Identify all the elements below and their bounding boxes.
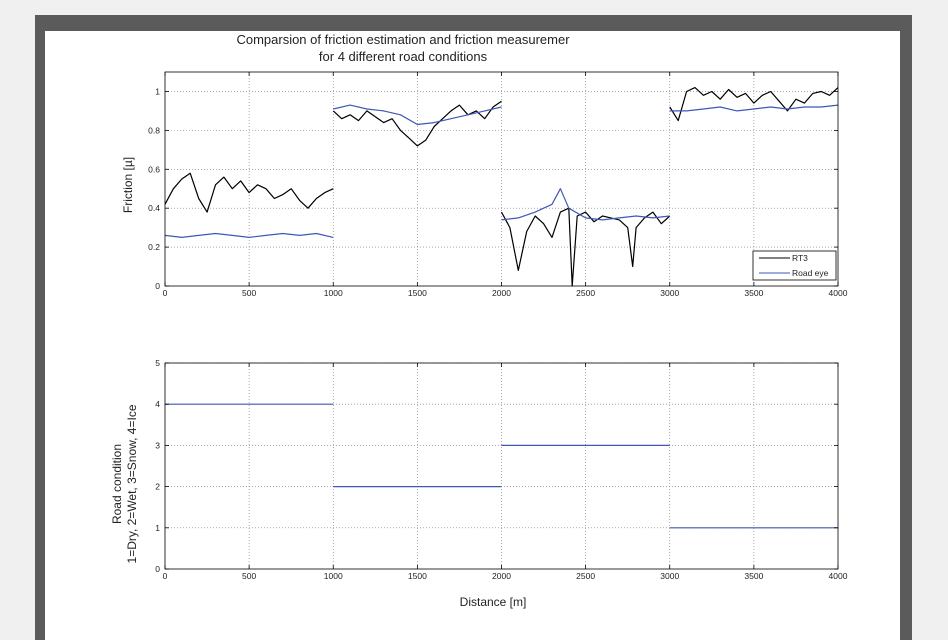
friction-y-tick-label: 0.8 xyxy=(148,125,160,135)
friction-series-road-eye-segment-1 xyxy=(164,232,334,238)
legend: RT3 Road eye xyxy=(752,250,837,281)
top-y-axis-label: Friction [µ] xyxy=(121,157,135,213)
friction-series-road-eye-segment-2 xyxy=(333,104,502,126)
condition-x-tick-label: 1500 xyxy=(408,571,427,581)
condition-y-tick-label: 4 xyxy=(155,399,160,409)
friction-y-tick-label: 1 xyxy=(155,86,160,96)
condition-x-tick-label: 3500 xyxy=(744,571,763,581)
condition-y-tick-label: 2 xyxy=(155,482,160,492)
friction-series-rt3-segment-3 xyxy=(500,207,671,287)
friction-series-road-eye-segment-3 xyxy=(501,188,670,221)
bottom-y-axis-label-line1: Road condition xyxy=(110,444,124,524)
friction-series-rt3-segment-4 xyxy=(669,86,839,122)
friction-plot-area xyxy=(165,72,838,286)
figure-window: Comparsion of friction estimation and fr… xyxy=(45,31,900,640)
condition-x-tick-label: 4000 xyxy=(829,571,848,581)
condition-y-tick-label: 1 xyxy=(155,523,160,533)
friction-x-tick-label: 0 xyxy=(163,288,168,298)
friction-series-rt3-segment-2 xyxy=(332,100,502,147)
friction-x-tick-label: 4000 xyxy=(829,288,848,298)
friction-x-tick-label: 500 xyxy=(242,288,256,298)
condition-x-tick-label: 500 xyxy=(242,571,256,581)
condition-y-tick-label: 3 xyxy=(155,440,160,450)
x-axis-label: Distance [m] xyxy=(460,595,527,609)
friction-x-tick-label: 3500 xyxy=(744,288,763,298)
friction-series-rt3-segment-1 xyxy=(164,172,334,213)
chart-subtitle: for 4 different road conditions xyxy=(319,49,488,64)
friction-y-tick-label: 0 xyxy=(155,281,160,291)
friction-y-tick-label: 0.4 xyxy=(148,203,160,213)
legend-label-rt3: RT3 xyxy=(792,253,808,263)
condition-x-tick-label: 0 xyxy=(163,571,168,581)
chart-title: Comparsion of friction estimation and fr… xyxy=(236,32,570,47)
friction-x-tick-label: 2000 xyxy=(492,288,511,298)
condition-y-tick-label: 5 xyxy=(155,358,160,368)
legend-label-road-eye: Road eye xyxy=(792,268,829,278)
friction-plot: 0 500 1000 1500 2000 2500 3000 3500 4000 0 0.2 0.4 0… xyxy=(148,71,848,298)
friction-y-tick-label: 0.6 xyxy=(148,164,160,174)
condition-x-tick-label: 3000 xyxy=(660,571,679,581)
friction-y-tick-label: 0.2 xyxy=(148,242,160,252)
condition-x-tick-label: 2500 xyxy=(576,571,595,581)
road-condition-plot: 0 500 1000 1500 2000 2500 3000 3500 4000 0 1 2 3 4 5 xyxy=(155,358,847,581)
friction-x-tick-label: 1500 xyxy=(408,288,427,298)
condition-x-tick-label: 1000 xyxy=(324,571,343,581)
condition-y-tick-label: 0 xyxy=(155,564,160,574)
friction-x-tick-label: 3000 xyxy=(660,288,679,298)
legend-box xyxy=(752,250,837,281)
chart-canvas: Comparsion of friction estimation and fr… xyxy=(110,32,848,609)
friction-x-tick-label: 2500 xyxy=(576,288,595,298)
friction-x-tick-label: 1000 xyxy=(324,288,343,298)
condition-x-tick-label: 2000 xyxy=(492,571,511,581)
friction-series-road-eye-segment-4 xyxy=(669,104,839,112)
bottom-y-axis-label-line2: 1=Dry, 2=Wet, 3=Snow, 4=Ice xyxy=(125,404,139,563)
